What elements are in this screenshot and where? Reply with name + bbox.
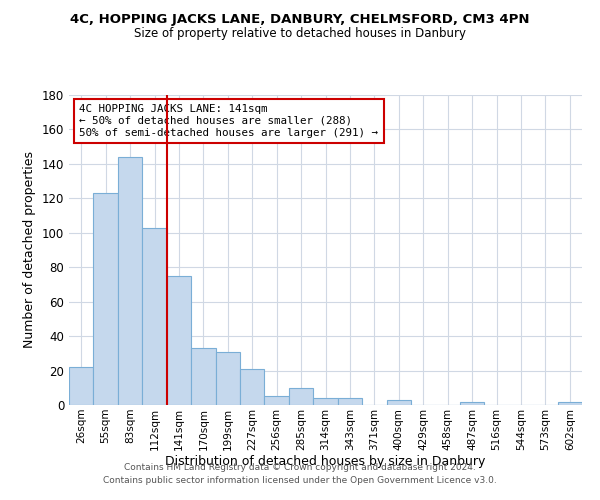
Text: Contains public sector information licensed under the Open Government Licence v3: Contains public sector information licen…	[103, 476, 497, 485]
Bar	[289, 388, 313, 405]
Bar	[557, 402, 582, 405]
Text: 4C, HOPPING JACKS LANE, DANBURY, CHELMSFORD, CM3 4PN: 4C, HOPPING JACKS LANE, DANBURY, CHELMSF…	[70, 12, 530, 26]
Bar	[142, 228, 167, 405]
Y-axis label: Number of detached properties: Number of detached properties	[23, 152, 36, 348]
Bar	[240, 369, 265, 405]
Bar	[94, 193, 118, 405]
Bar	[118, 157, 142, 405]
Bar	[191, 348, 215, 405]
X-axis label: Distribution of detached houses by size in Danbury: Distribution of detached houses by size …	[166, 456, 485, 468]
Bar	[313, 398, 338, 405]
Bar	[69, 367, 94, 405]
Bar	[167, 276, 191, 405]
Bar	[338, 398, 362, 405]
Bar	[460, 402, 484, 405]
Bar	[265, 396, 289, 405]
Bar	[215, 352, 240, 405]
Text: 4C HOPPING JACKS LANE: 141sqm
← 50% of detached houses are smaller (288)
50% of : 4C HOPPING JACKS LANE: 141sqm ← 50% of d…	[79, 104, 378, 138]
Bar	[386, 400, 411, 405]
Text: Size of property relative to detached houses in Danbury: Size of property relative to detached ho…	[134, 28, 466, 40]
Text: Contains HM Land Registry data © Crown copyright and database right 2024.: Contains HM Land Registry data © Crown c…	[124, 464, 476, 472]
